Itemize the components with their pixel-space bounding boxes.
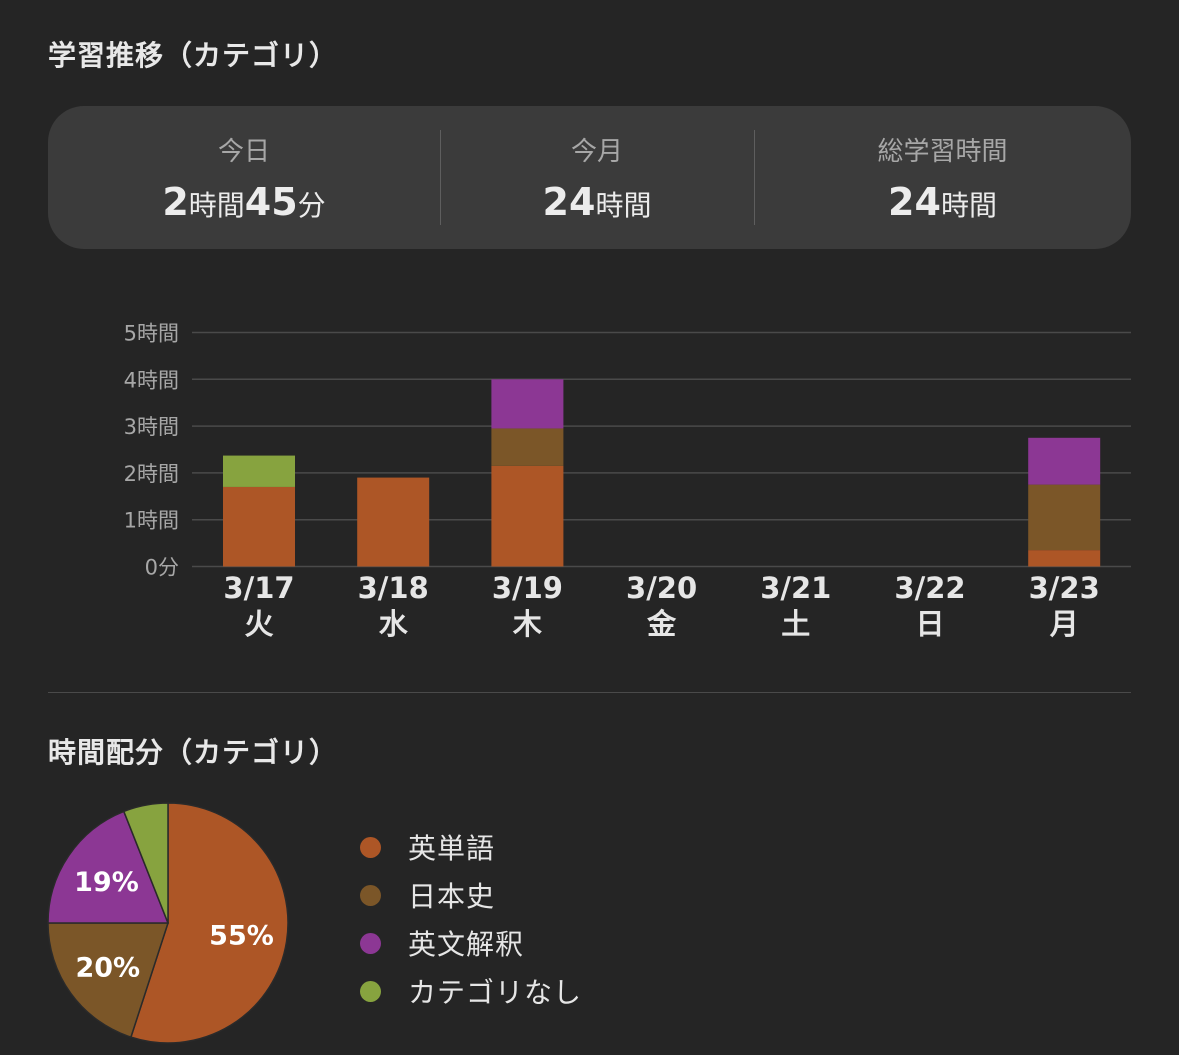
y-tick-label: 1時間 xyxy=(124,509,179,533)
today-label: 今日 xyxy=(217,137,270,167)
bar-segment-eitango xyxy=(357,477,430,567)
y-tick-label: 2時間 xyxy=(124,462,179,486)
bar-segment-eibun xyxy=(491,379,564,429)
today-minutes: 45 xyxy=(244,180,298,224)
x-tick-date: 3/21 xyxy=(760,571,831,605)
summary-card: 今日 2時間45分 今月 24時間 総学習時間 24時間 xyxy=(48,106,1131,249)
stacked-bar-chart: 0分 1時間 2時間 3時間 4時間 5時間 3/17火 3/18水 3/19木 3/20金 3/2… xyxy=(124,322,1131,641)
x-tick-date: 3/23 xyxy=(1029,571,1100,605)
legend-label: 英単語 xyxy=(408,832,496,865)
month-label: 今月 xyxy=(570,137,623,167)
legend-dot xyxy=(360,932,381,954)
today-stat: 今日 2時間45分 xyxy=(48,106,440,249)
pie-slice-eibun xyxy=(47,810,170,924)
legend-dot xyxy=(360,884,381,906)
legend-item-none: カテゴリなし xyxy=(360,967,582,1015)
y-tick-label: 0分 xyxy=(145,556,179,580)
x-tick-weekday: 水 xyxy=(379,607,409,641)
month-value: 24時間 xyxy=(543,180,652,224)
bar-segment-nihonshi xyxy=(491,428,564,466)
today-hours-unit: 時間 xyxy=(188,189,245,222)
x-tick-date: 3/17 xyxy=(223,571,294,605)
legend-dot xyxy=(360,980,381,1002)
x-tick-date: 3/18 xyxy=(358,571,429,605)
pie-slice-eitango xyxy=(129,802,289,1044)
legend-item-eitango: 英単語 xyxy=(360,823,582,871)
pie-slice-label: 20% xyxy=(75,953,140,984)
total-value: 24時間 xyxy=(888,180,997,224)
pie-chart: 55% 20% 19% xyxy=(47,802,289,1044)
x-tick-weekday: 木 xyxy=(512,607,542,641)
y-tick-label: 3時間 xyxy=(124,415,179,439)
trend-section-title: 学習推移（カテゴリ） xyxy=(48,39,339,72)
legend-label: 英文解釈 xyxy=(408,928,525,961)
pie-slice-none xyxy=(122,802,169,924)
total-label: 総学習時間 xyxy=(877,137,1008,167)
x-tick-date: 3/22 xyxy=(894,571,965,605)
bar-segment-eitango xyxy=(491,465,564,567)
x-tick-weekday: 日 xyxy=(915,607,944,641)
pie-slice-label: 19% xyxy=(74,867,139,898)
legend-dot xyxy=(360,836,381,858)
today-hours: 2 xyxy=(162,180,189,224)
x-tick-weekday: 月 xyxy=(1049,607,1079,641)
x-tick-weekday: 金 xyxy=(646,607,677,641)
month-hours-unit: 時間 xyxy=(595,189,652,222)
total-hours: 24 xyxy=(888,180,941,224)
pie-slice-nihonshi xyxy=(47,922,170,1039)
bar-segment-eibun xyxy=(1028,437,1101,485)
x-tick-weekday: 土 xyxy=(781,607,810,641)
distribution-section-title: 時間配分（カテゴリ） xyxy=(48,736,339,769)
legend-item-nihonshi: 日本史 xyxy=(360,871,582,919)
bar-segment-eitango xyxy=(1028,550,1101,567)
y-tick-label: 4時間 xyxy=(124,368,179,392)
pie-slice-label: 55% xyxy=(209,921,274,952)
bar-segment-nihonshi xyxy=(1028,484,1101,551)
legend-item-eibun: 英文解釈 xyxy=(360,919,582,967)
x-tick-date: 3/20 xyxy=(626,571,697,605)
total-stat: 総学習時間 24時間 xyxy=(754,106,1131,249)
bar-segment-none xyxy=(223,455,295,487)
month-stat: 今月 24時間 xyxy=(440,106,754,249)
x-tick-date: 3/19 xyxy=(492,571,563,605)
today-value: 2時間45分 xyxy=(162,180,325,224)
x-tick-weekday: 火 xyxy=(244,607,273,641)
month-hours: 24 xyxy=(542,180,596,224)
y-tick-label: 5時間 xyxy=(124,322,179,346)
today-minutes-unit: 分 xyxy=(297,189,326,222)
legend-label: 日本史 xyxy=(408,880,496,913)
bar-segment-eitango xyxy=(223,486,295,567)
total-hours-unit: 時間 xyxy=(940,189,997,222)
section-divider xyxy=(48,692,1131,693)
pie-legend: 英単語日本史英文解釈カテゴリなし xyxy=(360,823,582,1015)
legend-label: カテゴリなし xyxy=(408,976,583,1009)
